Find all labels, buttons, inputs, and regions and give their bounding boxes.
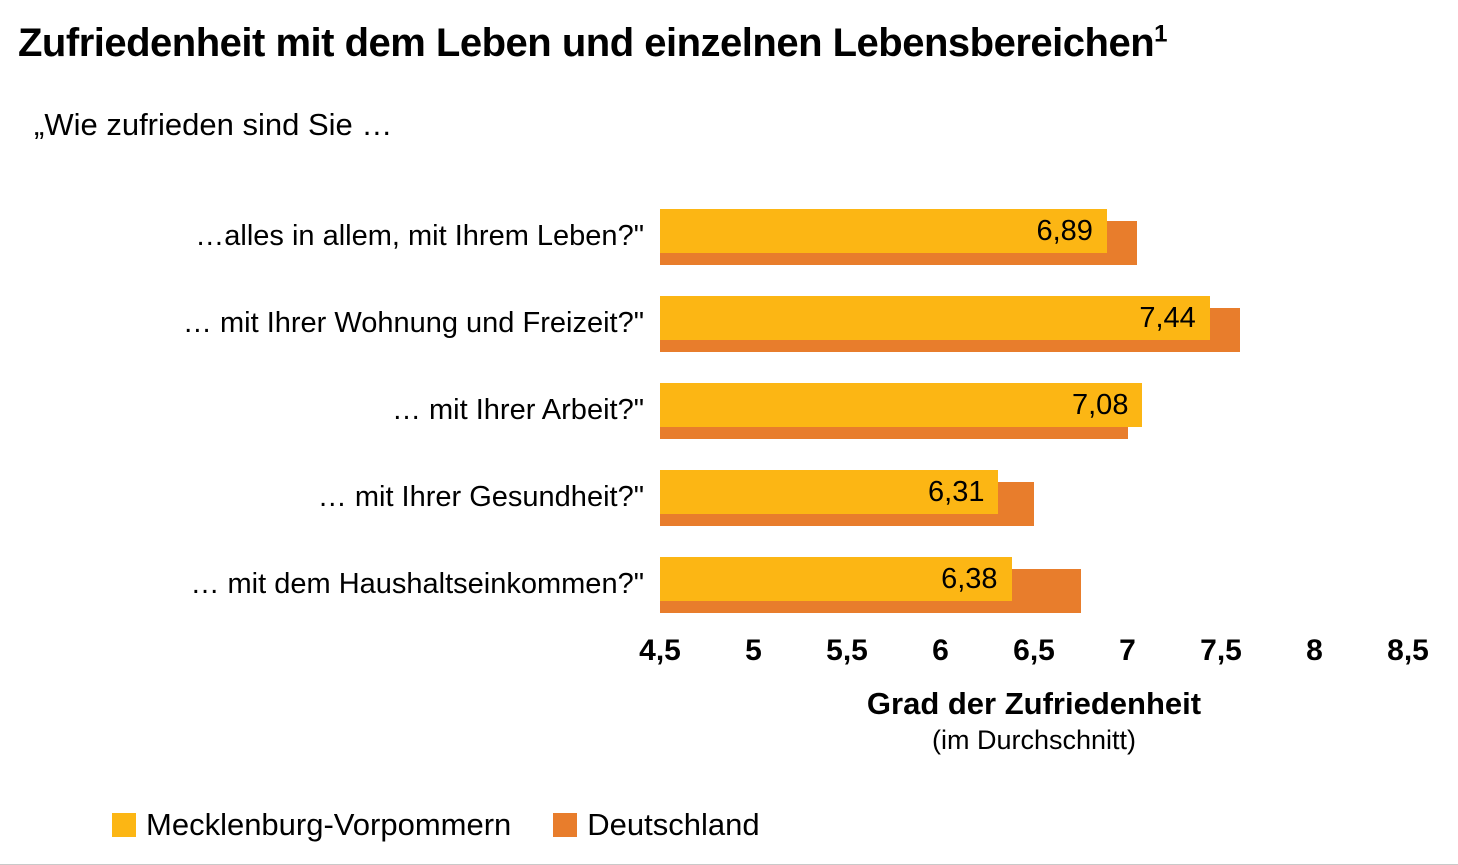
chart-title-text: Zufriedenheit mit dem Leben und einzelne… xyxy=(18,21,1155,65)
chart-rows: …alles in allem, mit Ihrem Leben?" 6,89 … … xyxy=(0,193,1458,628)
bar-mecklenburg-vorpommern: 7,08 xyxy=(660,382,1143,427)
legend: Mecklenburg-Vorpommern Deutschland xyxy=(112,808,1458,842)
category-label: … mit dem Haushaltseinkommen?" xyxy=(190,568,644,601)
bar-mecklenburg-vorpommern: 6,38 xyxy=(660,556,1012,601)
bar-mecklenburg-vorpommern: 6,89 xyxy=(660,208,1107,253)
x-tick-label: 7,5 xyxy=(1200,634,1242,668)
x-tick-label: 6,5 xyxy=(1013,634,1055,668)
category-label: … mit Ihrer Gesundheit?" xyxy=(317,481,644,514)
chart-row: …alles in allem, mit Ihrem Leben?" 6,89 xyxy=(0,193,1458,280)
bar-track: 6,31 xyxy=(660,469,1408,526)
legend-item-mecklenburg-vorpommern: Mecklenburg-Vorpommern xyxy=(112,808,511,842)
x-tick-label: 8 xyxy=(1306,634,1323,668)
x-tick-label: 6 xyxy=(932,634,949,668)
category-label: …alles in allem, mit Ihrem Leben?" xyxy=(195,220,644,253)
bar-track: 6,38 xyxy=(660,556,1408,613)
bar-track: 7,08 xyxy=(660,382,1408,439)
x-axis-subtitle: (im Durchschnitt) xyxy=(931,724,1137,755)
x-tick-label: 7 xyxy=(1119,634,1136,668)
legend-swatch xyxy=(553,813,578,838)
chart-row: … mit dem Haushaltseinkommen?" 6,38 xyxy=(0,541,1458,628)
bar-mecklenburg-vorpommern: 7,44 xyxy=(660,295,1210,340)
legend-item-deutschland: Deutschland xyxy=(553,807,760,843)
bar-track: 6,89 xyxy=(660,208,1408,265)
bar-value-label: 7,08 xyxy=(1072,388,1129,421)
bar-value-label: 6,38 xyxy=(941,562,998,595)
chart-title: Zufriedenheit mit dem Leben und einzelne… xyxy=(0,0,1458,66)
bar-mecklenburg-vorpommern: 6,31 xyxy=(660,469,999,514)
x-tick-label: 5,5 xyxy=(826,634,868,668)
chart-row: … mit Ihrer Wohnung und Freizeit?" 7,44 xyxy=(0,280,1458,367)
legend-label: Deutschland xyxy=(587,807,760,843)
bar-value-label: 7,44 xyxy=(1139,301,1196,334)
x-tick-label: 5 xyxy=(745,634,762,668)
bar-track: 7,44 xyxy=(660,295,1408,352)
x-tick-label: 8,5 xyxy=(1387,634,1429,668)
chart-subtitle: „Wie zufrieden sind Sie … xyxy=(34,107,393,142)
category-label: … mit Ihrer Wohnung und Freizeit?" xyxy=(182,307,644,340)
chart-row: … mit Ihrer Arbeit?" 7,08 xyxy=(0,367,1458,454)
x-axis-title: Grad der Zufriedenheit xyxy=(866,686,1202,722)
footnote-marker: 1 xyxy=(1154,20,1167,48)
x-axis-ticks: 4,5 5 5,5 6 6,5 7 7,5 8 8,5 xyxy=(639,634,1429,672)
legend-swatch xyxy=(112,813,136,838)
chart-row: … mit Ihrer Gesundheit?" 6,31 xyxy=(0,454,1458,541)
x-tick-label: 4,5 xyxy=(639,634,681,668)
bar-value-label: 6,31 xyxy=(928,475,985,508)
category-label: … mit Ihrer Arbeit?" xyxy=(391,394,644,427)
bar-value-label: 6,89 xyxy=(1036,214,1093,247)
legend-label: Mecklenburg-Vorpommern xyxy=(146,807,512,843)
